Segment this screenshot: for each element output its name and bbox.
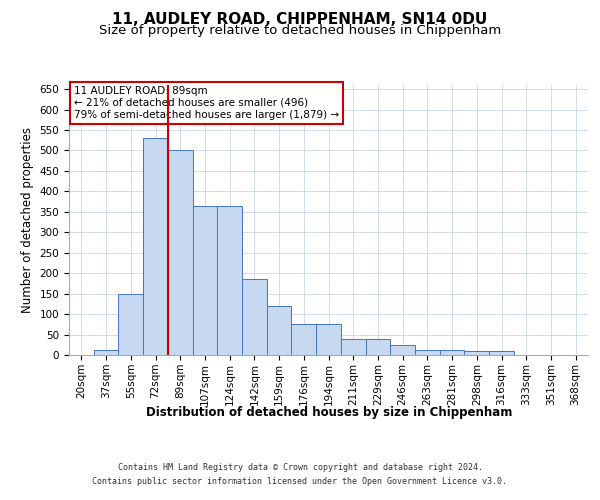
Bar [464,351,489,355]
Bar [267,306,292,355]
Bar [316,324,341,355]
Text: 11, AUDLEY ROAD, CHIPPENHAM, SN14 0DU: 11, AUDLEY ROAD, CHIPPENHAM, SN14 0DU [112,12,488,28]
Bar [217,206,242,355]
Bar [193,206,217,355]
Bar [118,294,143,355]
Text: 11 AUDLEY ROAD: 89sqm
← 21% of detached houses are smaller (496)
79% of semi-det: 11 AUDLEY ROAD: 89sqm ← 21% of detached … [74,86,340,120]
Y-axis label: Number of detached properties: Number of detached properties [21,127,34,313]
Bar [94,350,118,355]
Bar [390,345,415,355]
Text: Contains public sector information licensed under the Open Government Licence v3: Contains public sector information licen… [92,476,508,486]
Text: Distribution of detached houses by size in Chippenham: Distribution of detached houses by size … [146,406,512,419]
Bar [415,350,440,355]
Bar [341,340,365,355]
Bar [292,324,316,355]
Bar [143,138,168,355]
Text: Size of property relative to detached houses in Chippenham: Size of property relative to detached ho… [99,24,501,37]
Bar [365,340,390,355]
Text: Contains HM Land Registry data © Crown copyright and database right 2024.: Contains HM Land Registry data © Crown c… [118,463,482,472]
Bar [242,280,267,355]
Bar [440,350,464,355]
Bar [168,150,193,355]
Bar [489,351,514,355]
